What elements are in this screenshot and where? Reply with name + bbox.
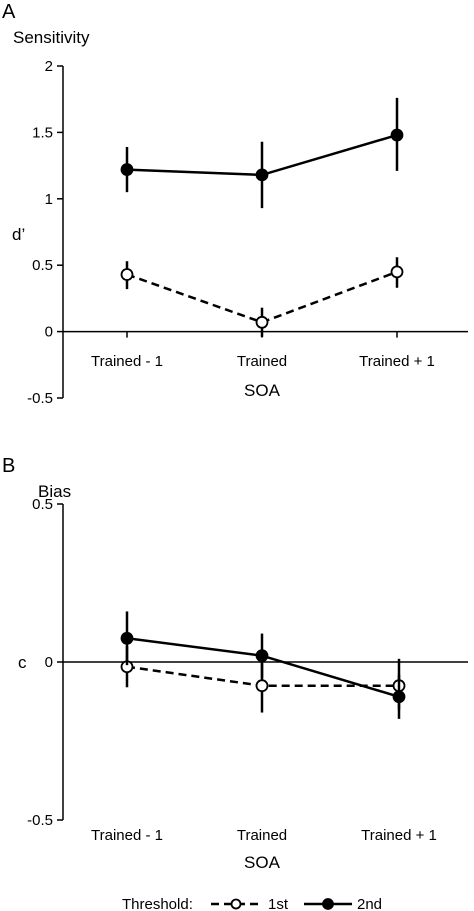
y-tick-label: 0.5 [32,257,53,274]
panel-title: Bias [38,482,71,501]
legend-label-2nd: 2nd [357,896,382,911]
y-tick-label: -0.5 [27,390,53,407]
y-tick-label: 1 [45,191,53,208]
x-tick-label: Trained - 1 [91,827,163,844]
y-axis-label: d’ [12,225,25,244]
data-point-2nd [120,163,134,176]
x-axis-label: SOA [244,381,281,400]
y-tick-label: -0.5 [27,812,53,829]
y-tick-label: 2 [45,58,53,75]
y-tick-label: 0.5 [32,496,53,513]
data-point-1st [390,265,404,279]
x-tick-label: Trained - 1 [91,353,163,370]
data-point-1st [120,268,134,281]
panel-b: B Bias c -0.5 0 0.5 Trained - 1 Trained Trained … [2,455,468,872]
panel-a: A Sensitivity d’ -0.5 0 0.5 1 1.5 2 Trained - 1 Tr… [2,1,468,407]
legend-marker-2nd [322,898,334,910]
legend-title: Threshold: [122,896,193,911]
x-tick-label: Trained [237,353,287,370]
x-axis-label: SOA [244,853,281,872]
legend-label-1st: 1st [268,896,289,911]
data-point-2nd [255,168,269,182]
data-point-2nd [392,690,406,704]
panel-letter: B [2,455,15,477]
y-axis-label: c [18,653,27,672]
data-point-2nd [255,649,269,663]
data-point-2nd [390,128,404,142]
legend-marker-1st [230,898,242,910]
panel-letter: A [2,1,16,23]
data-point-1st [255,679,269,693]
x-tick-label: Trained + 1 [359,353,435,370]
x-tick-label: Trained + 1 [361,827,437,844]
legend: Threshold: 1st 2nd [122,896,382,911]
data-point-2nd [120,631,134,645]
data-point-1st [255,315,269,329]
y-tick-label: 1.5 [32,124,53,141]
panel-title: Sensitivity [13,28,90,47]
y-tick-label: 0 [45,654,53,671]
x-tick-label: Trained [237,827,287,844]
y-tick-label: 0 [45,324,53,341]
